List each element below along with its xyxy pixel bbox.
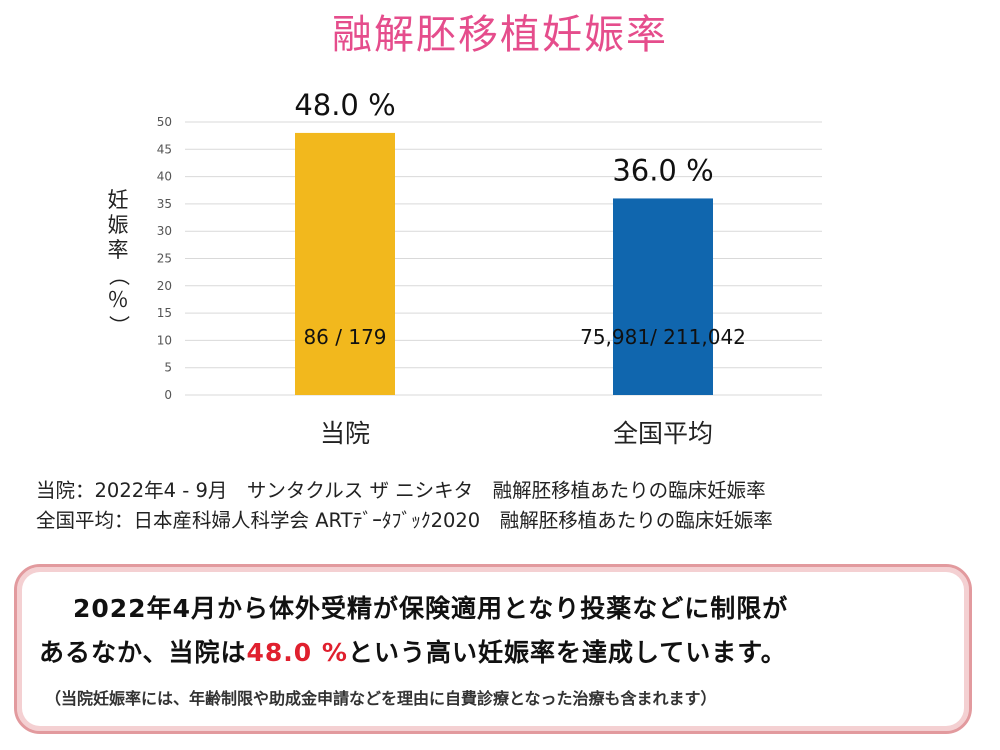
y-tick-label: 50 [157, 115, 172, 129]
x-tick-label: 当院 [320, 419, 370, 448]
callout-footnote: （当院妊娠率には、年齢制限や助成金申請などを理由に自費診療となった治療も含まれま… [45, 689, 717, 708]
x-tick-label: 全国平均 [613, 419, 713, 448]
source-notes: 当院：2022年4 - 9月 サンタクルス ザ ニシキタ 融解胚移植あたりの臨床… [36, 476, 773, 536]
y-tick-label: 10 [157, 333, 172, 347]
note-national: 全国平均：日本産科婦人科学会 ARTﾃﾞｰﾀﾌﾞｯｸ2020 融解胚移植あたりの… [36, 509, 773, 532]
y-axis-label-char: ） [106, 315, 131, 336]
callout-highlight-rate: 48.0 % [246, 638, 348, 667]
y-axis-label: 妊娠率 （％ ） [100, 188, 136, 338]
y-axis-label-char: 率 [107, 238, 129, 262]
note-clinic: 当院：2022年4 - 9月 サンタクルス ザ ニシキタ 融解胚移植あたりの臨床… [36, 479, 766, 502]
y-tick-label: 15 [157, 306, 172, 320]
bar-count-label: 75,981/ 211,042 [580, 325, 746, 349]
bar-count-label: 86 / 179 [303, 325, 386, 349]
bar-clinic [295, 132, 395, 396]
bar-chart: 0 5 10 15 20 25 30 35 40 45 50 48.0 % 86 / 179 当院 36.… [157, 88, 822, 448]
y-tick-label: 20 [157, 279, 172, 293]
y-tick-label: 25 [157, 252, 172, 266]
y-axis-label-char: 娠 [107, 213, 129, 237]
y-axis-label-char: 妊 [107, 188, 129, 212]
y-tick-label: 35 [157, 197, 172, 211]
y-tick-label: 5 [164, 361, 172, 375]
y-axis-label-char: ％ [107, 288, 129, 312]
callout-line-2-prefix: あるなか、当院は [39, 638, 247, 667]
callout-box: 2022年4月から体外受精が保険適用となり投薬などに制限が あるなか、当院は48… [14, 564, 972, 734]
y-axis-label-char: （ [106, 265, 131, 286]
callout-line-1: 2022年4月から体外受精が保険適用となり投薬などに制限が [73, 594, 789, 623]
y-tick-label: 0 [164, 388, 172, 402]
bar-national [613, 198, 713, 395]
bar-value-label: 36.0 % [612, 153, 713, 187]
y-axis-label-text: 妊娠率 （％ ） [100, 188, 136, 338]
y-tick-label: 40 [157, 170, 172, 184]
bar-value-label: 48.0 % [294, 88, 395, 122]
callout-line-2: あるなか、当院は48.0 %という高い妊娠率を達成しています。 [39, 633, 787, 669]
page-title: 融解胚移植妊娠率 [332, 12, 668, 58]
y-tick-label: 30 [157, 224, 172, 238]
y-tick-label: 45 [157, 142, 172, 156]
callout-line-2-suffix: という高い妊娠率を達成しています。 [347, 638, 787, 667]
